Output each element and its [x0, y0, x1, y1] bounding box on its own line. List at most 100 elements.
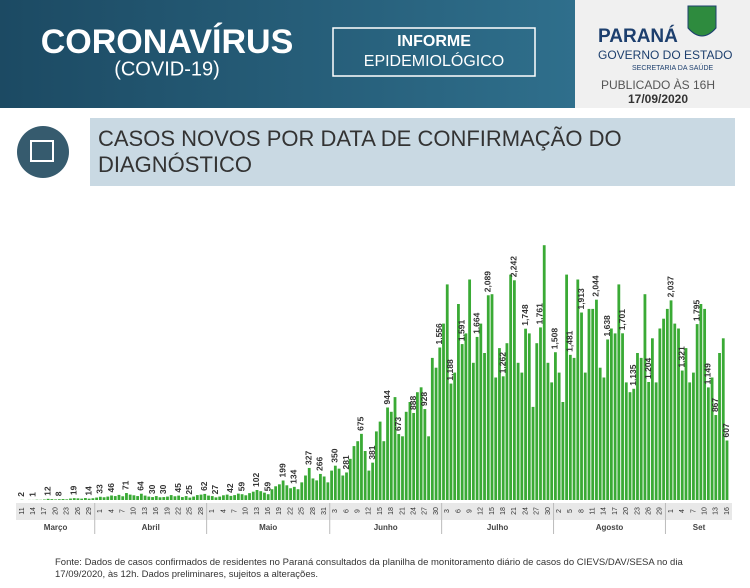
value-label: 888	[408, 396, 418, 410]
bar	[654, 382, 658, 500]
bar	[561, 402, 565, 500]
bar	[132, 495, 136, 500]
bar	[565, 274, 569, 500]
x-tick-label: 20	[52, 507, 59, 515]
bar	[184, 496, 188, 500]
bar	[688, 382, 692, 500]
value-label: 1	[27, 492, 37, 497]
bar	[110, 495, 113, 500]
bar	[57, 499, 61, 500]
x-tick-label: 6	[343, 509, 350, 513]
bar	[248, 493, 251, 500]
bar	[591, 308, 595, 500]
bar	[501, 376, 505, 500]
bar	[442, 323, 445, 500]
bar	[568, 354, 572, 500]
x-tick-label: 3	[444, 509, 451, 513]
bar	[471, 362, 475, 500]
bar	[695, 324, 699, 500]
bar	[95, 497, 99, 500]
value-label: 45	[173, 483, 183, 493]
bar	[117, 494, 121, 500]
value-label: 1,761	[535, 303, 545, 325]
bar	[192, 496, 195, 500]
bar	[266, 494, 270, 500]
bar	[386, 407, 389, 500]
x-tick-label: 21	[511, 507, 518, 515]
bar	[427, 436, 430, 500]
bar	[419, 387, 423, 500]
bar	[270, 489, 274, 500]
bar	[613, 333, 617, 500]
bar	[154, 496, 158, 500]
bar	[98, 496, 102, 500]
bar	[684, 348, 688, 500]
bar	[322, 476, 326, 500]
bar	[535, 343, 539, 500]
x-tick-label: 13	[142, 507, 149, 515]
x-tick-label: 10	[243, 507, 250, 515]
value-label: 675	[356, 416, 366, 430]
value-label: 1,748	[520, 304, 530, 326]
bar	[680, 370, 684, 500]
bar	[304, 475, 307, 500]
bar	[233, 495, 237, 500]
x-tick-label: 7	[120, 509, 127, 513]
bar	[647, 382, 651, 500]
value-label: 64	[136, 481, 146, 491]
bar	[151, 497, 154, 500]
bar	[643, 294, 647, 500]
bar	[714, 415, 718, 500]
value-label: 134	[289, 469, 299, 483]
x-tick-label: 22	[176, 507, 183, 515]
x-tick-label: 5	[567, 509, 574, 513]
value-label: 42	[225, 483, 235, 493]
value-label: 1,701	[617, 309, 627, 331]
value-label: 59	[236, 481, 246, 491]
x-tick-label: 19	[164, 507, 171, 515]
value-label: 33	[95, 484, 105, 494]
bar	[650, 338, 654, 500]
bar	[706, 387, 710, 500]
bar	[669, 300, 673, 500]
x-tick-label: 18	[500, 507, 507, 515]
department: SECRETARIA DA SAÚDE	[632, 63, 714, 72]
bar	[624, 382, 628, 500]
bar	[326, 482, 330, 500]
bar	[259, 491, 263, 500]
x-tick-label: 14	[601, 507, 608, 515]
bar	[348, 458, 352, 500]
bar	[106, 496, 110, 500]
bar	[315, 480, 319, 500]
x-tick-label: 11	[19, 507, 26, 514]
bar	[632, 388, 636, 500]
value-label: 1,188	[445, 359, 455, 381]
bar	[91, 498, 95, 500]
x-tick-label: 17	[41, 507, 48, 515]
x-tick-label: 18	[388, 507, 395, 515]
bar	[595, 299, 598, 500]
bar	[423, 409, 427, 500]
bar	[475, 336, 479, 500]
bar	[389, 411, 393, 500]
x-tick-label: 23	[64, 507, 71, 515]
bar	[367, 470, 371, 500]
x-tick-label: 22	[287, 507, 294, 515]
logo-panel	[575, 0, 750, 108]
bar	[311, 478, 315, 500]
bar	[169, 495, 173, 500]
bar	[557, 372, 561, 500]
bar	[222, 495, 225, 500]
bar	[125, 493, 128, 500]
calendar-icon	[30, 140, 54, 162]
bar	[520, 372, 524, 500]
value-label: 327	[303, 450, 313, 464]
bar	[449, 383, 453, 500]
bar	[147, 496, 151, 500]
x-tick-label: 30	[545, 507, 552, 515]
bar	[274, 486, 278, 500]
x-tick-label: 27	[422, 507, 429, 515]
bar	[468, 279, 472, 500]
bar	[180, 497, 184, 500]
